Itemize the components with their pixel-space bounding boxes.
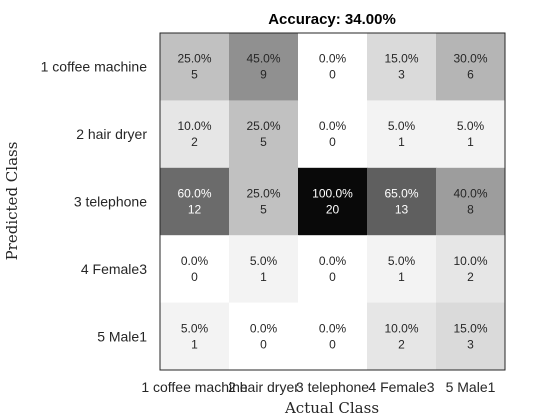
cell-count-r4-c2: 1: [260, 270, 267, 284]
cell-count-r4-c5: 2: [467, 270, 474, 284]
cell-percent-r2-c1: 10.0%: [177, 119, 211, 133]
cell-count-r5-c5: 3: [467, 337, 474, 351]
cell-count-r5-c3: 0: [329, 337, 336, 351]
cell-r2-c4: [367, 100, 437, 169]
cell-percent-r3-c3: 100.0%: [312, 187, 353, 201]
cell-r4-c1: [160, 235, 230, 304]
cell-count-r4-c4: 1: [398, 270, 405, 284]
cell-count-r2-c5: 1: [467, 135, 474, 149]
cell-percent-r1-c4: 15.0%: [384, 52, 418, 66]
cell-count-r1-c4: 3: [398, 68, 405, 82]
x-tick-label-4: 4 Female3: [368, 379, 434, 395]
cell-percent-r5-c3: 0.0%: [319, 321, 347, 335]
cell-r1-c2: [229, 33, 299, 101]
cell-percent-r5-c1: 5.0%: [181, 321, 209, 335]
cell-count-r5-c2: 0: [260, 337, 267, 351]
cell-count-r1-c1: 5: [191, 68, 198, 82]
cell-r5-c3: [298, 302, 368, 371]
cell-percent-r4-c5: 10.0%: [453, 254, 487, 268]
chart-title: Accuracy: 34.00%: [268, 11, 396, 28]
cell-r4-c2: [229, 235, 299, 304]
cell-count-r3-c2: 5: [260, 203, 267, 217]
cell-count-r3-c4: 13: [395, 203, 409, 217]
x-tick-label-3: 3 telephone: [296, 379, 369, 395]
y-tick-label-4: 4 Female3: [81, 261, 147, 277]
cell-percent-r4-c2: 5.0%: [250, 254, 278, 268]
cell-count-r3-c5: 8: [467, 203, 474, 217]
cell-r3-c3: [298, 167, 368, 236]
cell-percent-r3-c5: 40.0%: [453, 187, 487, 201]
y-tick-label-2: 2 hair dryer: [76, 126, 147, 142]
x-tick-label-5: 5 Male1: [446, 379, 496, 395]
cell-percent-r3-c4: 65.0%: [384, 187, 418, 201]
heatmap-cells: 25.0%545.0%90.0%015.0%330.0%610.0%225.0%…: [160, 33, 506, 371]
cell-count-r4-c3: 0: [329, 270, 336, 284]
cell-r3-c4: [367, 167, 437, 236]
cell-count-r2-c4: 1: [398, 135, 405, 149]
y-tick-label-5: 5 Male1: [97, 328, 147, 344]
cell-r2-c2: [229, 100, 299, 169]
cell-r1-c5: [436, 33, 506, 101]
cell-percent-r1-c3: 0.0%: [319, 52, 347, 66]
cell-percent-r3-c2: 25.0%: [246, 187, 280, 201]
cell-percent-r4-c1: 0.0%: [181, 254, 209, 268]
cell-count-r3-c3: 20: [326, 203, 340, 217]
cell-r3-c1: [160, 167, 230, 236]
cell-count-r4-c1: 0: [191, 270, 198, 284]
cell-percent-r5-c2: 0.0%: [250, 321, 278, 335]
cell-r1-c1: [160, 33, 230, 101]
cell-r3-c2: [229, 167, 299, 236]
cell-r5-c4: [367, 302, 437, 371]
cell-r5-c5: [436, 302, 506, 371]
cell-count-r1-c3: 0: [329, 68, 336, 82]
cell-r5-c2: [229, 302, 299, 371]
cell-r5-c1: [160, 302, 230, 371]
x-axis-label: Actual Class: [284, 399, 379, 417]
cell-percent-r4-c3: 0.0%: [319, 254, 347, 268]
y-tick-label-1: 1 coffee machine: [41, 59, 148, 75]
cell-percent-r2-c2: 25.0%: [246, 119, 280, 133]
cell-count-r2-c1: 2: [191, 135, 198, 149]
cell-r2-c1: [160, 100, 230, 169]
cell-count-r1-c5: 6: [467, 68, 474, 82]
cell-percent-r2-c5: 5.0%: [457, 119, 485, 133]
cell-percent-r1-c2: 45.0%: [246, 52, 280, 66]
cell-r4-c4: [367, 235, 437, 304]
y-tick-labels: 1 coffee machine 2 hair dryer 3 telephone 4…: [41, 59, 148, 345]
x-tick-label-2: 2 hair dryer: [228, 379, 299, 395]
cell-percent-r5-c4: 10.0%: [384, 321, 418, 335]
cell-count-r5-c1: 1: [191, 337, 198, 351]
cell-r4-c3: [298, 235, 368, 304]
cell-r1-c3: [298, 33, 368, 101]
y-tick-label-3: 3 telephone: [74, 194, 147, 210]
cell-count-r3-c1: 12: [188, 203, 202, 217]
cell-r2-c5: [436, 100, 506, 169]
cell-r1-c4: [367, 33, 437, 101]
cell-r3-c5: [436, 167, 506, 236]
cell-percent-r1-c5: 30.0%: [453, 52, 487, 66]
x-tick-label-1: 1 coffee machine: [141, 379, 248, 395]
cell-count-r2-c2: 5: [260, 135, 267, 149]
cell-percent-r5-c5: 15.0%: [453, 321, 487, 335]
cell-percent-r2-c4: 5.0%: [388, 119, 416, 133]
cell-count-r2-c3: 0: [329, 135, 336, 149]
cell-r4-c5: [436, 235, 506, 304]
cell-count-r1-c2: 9: [260, 68, 267, 82]
cell-percent-r3-c1: 60.0%: [177, 187, 211, 201]
cell-percent-r1-c1: 25.0%: [177, 52, 211, 66]
cell-count-r5-c4: 2: [398, 337, 405, 351]
plot-frame: [159, 32, 506, 371]
cell-percent-r2-c3: 0.0%: [319, 119, 347, 133]
y-axis-label: Predicted Class: [3, 142, 21, 261]
cell-percent-r4-c4: 5.0%: [388, 254, 416, 268]
cell-r2-c3: [298, 100, 368, 169]
